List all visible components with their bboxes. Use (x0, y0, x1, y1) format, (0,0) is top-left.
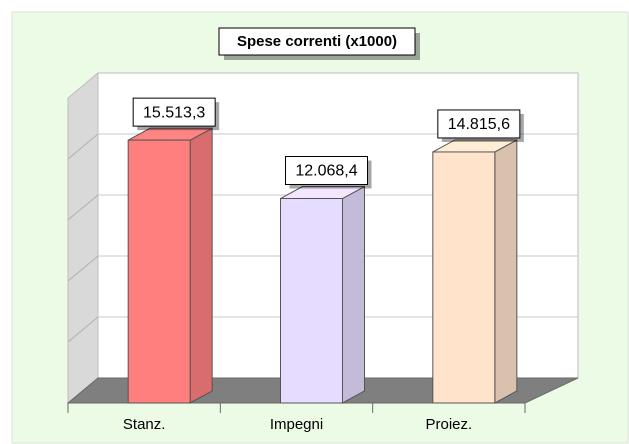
bar (127, 139, 191, 404)
x-tick-label: Stanz. (123, 416, 166, 433)
value-label: 15.513,3 (143, 104, 205, 121)
value-label: 12.068,4 (295, 163, 357, 180)
grid-line (67, 316, 99, 343)
x-tick-label: Proiez. (425, 416, 472, 433)
value-label: 14.815,6 (448, 116, 510, 133)
bar-side (342, 185, 365, 404)
bar (280, 198, 343, 404)
bar-side (189, 127, 213, 404)
x-tick-label: Impegni (270, 416, 323, 433)
bar (432, 151, 496, 404)
chart-title: Spese correnti (x1000) (237, 33, 397, 50)
value-label-box (132, 97, 216, 127)
side-wall (67, 71, 99, 405)
grid-line (67, 194, 99, 221)
grid-line (67, 133, 99, 160)
value-label-box (437, 109, 521, 139)
value-label-box (285, 156, 368, 186)
title-box (218, 27, 416, 56)
bar-side (494, 139, 518, 404)
grid-line (67, 255, 99, 282)
